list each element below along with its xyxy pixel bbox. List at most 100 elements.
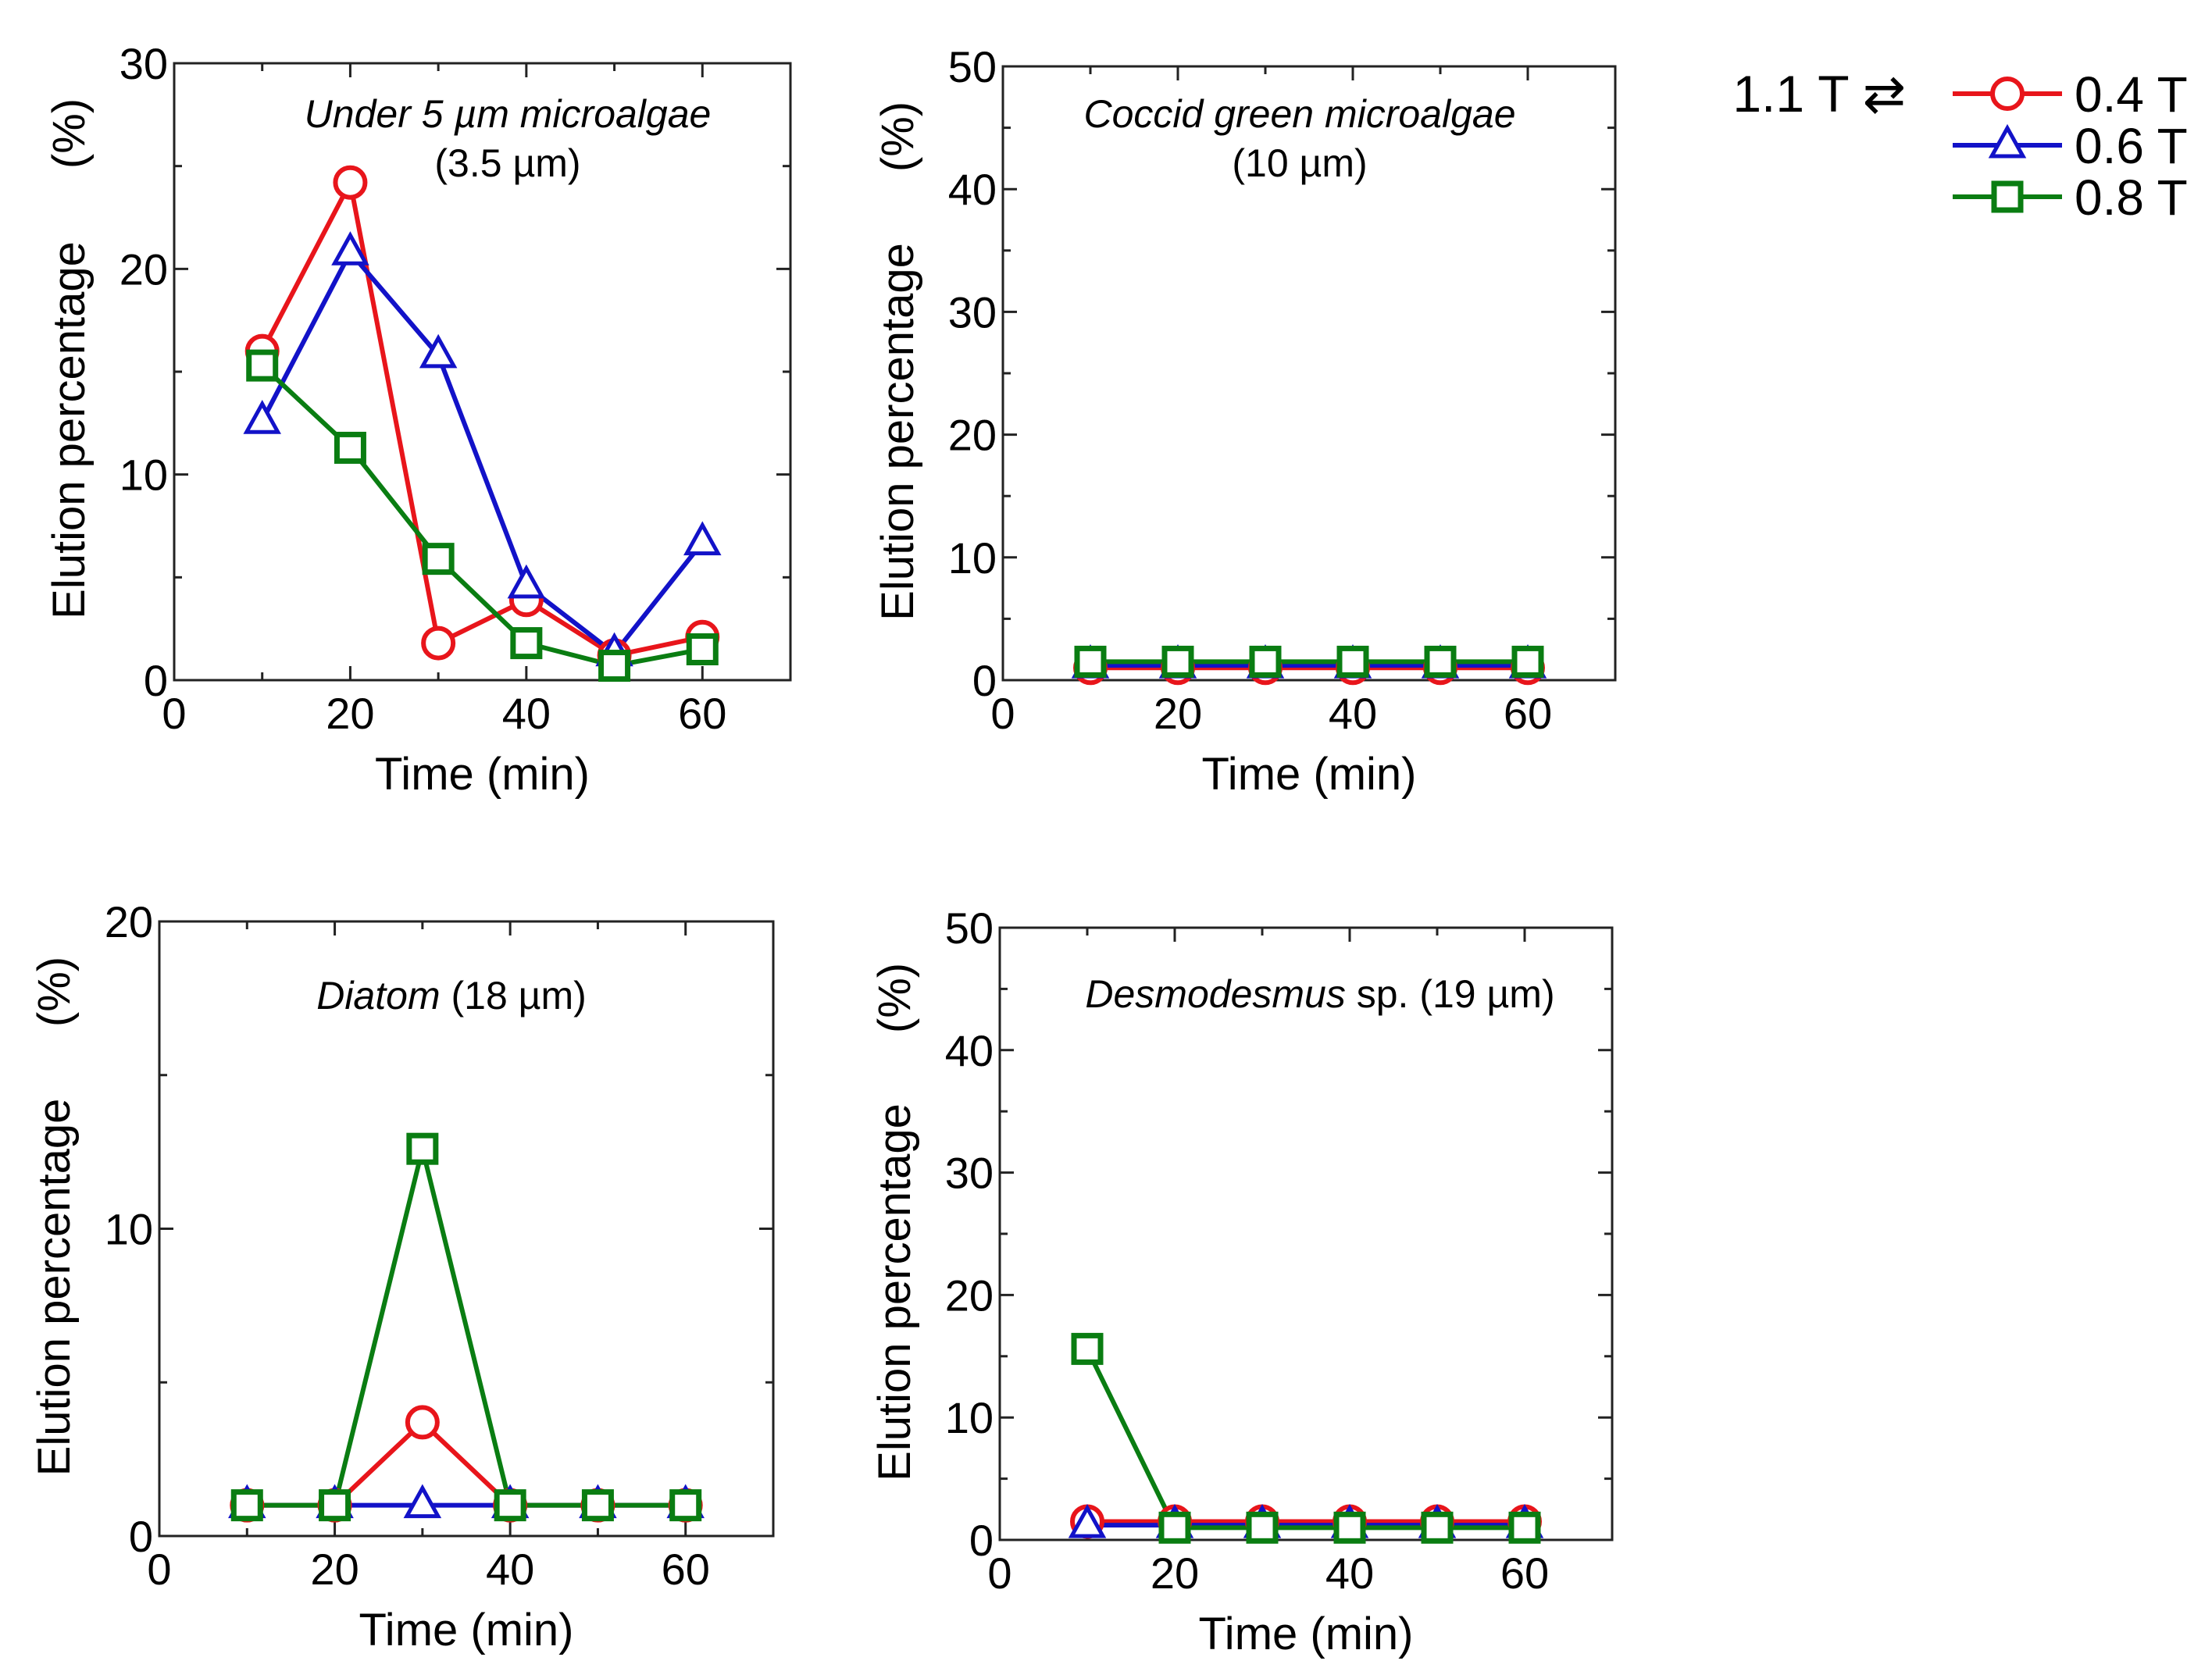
data-point-square <box>1158 1511 1191 1544</box>
data-point-square <box>1336 645 1369 678</box>
y-tick-label: 0 <box>144 656 168 705</box>
data-point-square <box>406 1132 439 1165</box>
data-point-square <box>1424 645 1457 678</box>
data-point-triangle <box>1068 1504 1107 1538</box>
series-line-08T <box>247 1146 686 1508</box>
data-point-square <box>1161 645 1194 678</box>
y-axis-label: Elution percentage <box>44 241 95 619</box>
y-tick-label: 0 <box>969 1516 994 1565</box>
x-tick-label: 40 <box>1325 1548 1374 1598</box>
chart-title: Under 5 µm microalgae <box>305 92 712 136</box>
series-line-06T <box>260 250 705 656</box>
y-tick-label: 30 <box>948 287 997 337</box>
y-tick-label: 10 <box>105 1205 153 1254</box>
x-axis-label: Time (min) <box>359 1605 574 1655</box>
data-point-square <box>686 633 719 665</box>
data-point-triangle <box>243 400 281 434</box>
x-axis-label: Time (min) <box>1202 749 1417 800</box>
y-tick-label: 40 <box>948 165 997 214</box>
x-tick-label: 60 <box>1504 689 1552 738</box>
x-tick-label: 60 <box>678 689 726 738</box>
chart-title-italic: Desmodesmus <box>1085 972 1345 1016</box>
legend-prefix: 1.1 T ⇄ <box>1732 65 1906 123</box>
chart-title: Desmodesmus sp. (19 µm) <box>1085 972 1554 1016</box>
legend: 1.1 T ⇄ 0.4 T0.6 T0.8 T <box>1732 65 2187 226</box>
y-axis-unit: (%) <box>872 102 923 172</box>
data-point-square <box>1508 1511 1541 1544</box>
y-tick-label: 50 <box>948 42 997 91</box>
data-point-triangle <box>507 564 546 599</box>
data-point-square <box>1246 1511 1279 1544</box>
chart-title-rest: (18 µm) <box>441 974 587 1017</box>
legend-marker-triangle <box>1988 123 2027 159</box>
chart-title-rest: sp. (19 µm) <box>1346 972 1555 1016</box>
y-tick-label: 20 <box>105 897 153 946</box>
y-tick-label: 30 <box>120 39 168 88</box>
y-tick-label: 0 <box>972 656 997 705</box>
y-tick-label: 20 <box>120 244 168 294</box>
data-point-square <box>319 1489 351 1522</box>
data-point-square <box>422 543 455 576</box>
y-axis-unit: (%) <box>44 98 95 169</box>
chart-title-italic: Diatom <box>316 974 440 1017</box>
chart-title-italic: Coccid green microalgae <box>1083 92 1515 136</box>
series-line-04T <box>260 180 703 658</box>
chart-title: Diatom (18 µm) <box>316 974 587 1017</box>
x-tick-label: 40 <box>486 1545 534 1594</box>
data-point-square <box>494 1489 526 1522</box>
x-tick-label: 40 <box>502 689 551 738</box>
x-tick-label: 0 <box>987 1548 1011 1598</box>
data-point-circle <box>421 625 456 661</box>
x-tick-label: 40 <box>1329 689 1377 738</box>
x-tick-label: 20 <box>1151 1548 1199 1598</box>
legend-marker-circle <box>1990 77 2025 111</box>
y-tick-label: 10 <box>945 1393 994 1442</box>
x-tick-label: 20 <box>310 1545 359 1594</box>
y-tick-label: 20 <box>945 1271 994 1320</box>
data-point-square <box>246 349 279 382</box>
data-point-square <box>581 1489 614 1522</box>
data-point-triangle <box>683 521 722 556</box>
x-tick-label: 0 <box>162 689 186 738</box>
legend-marker-square <box>1991 180 2024 213</box>
y-axis-label: Elution percentage <box>872 243 923 621</box>
data-point-square <box>510 627 543 660</box>
y-axis-label: Elution percentage <box>29 1099 80 1477</box>
x-tick-label: 60 <box>662 1545 710 1594</box>
y-tick-label: 10 <box>948 533 997 583</box>
data-point-square <box>1511 645 1544 678</box>
y-tick-label: 30 <box>945 1149 994 1198</box>
x-tick-label: 60 <box>1500 1548 1549 1598</box>
x-tick-label: 20 <box>326 689 374 738</box>
y-axis-label: Elution percentage <box>869 1103 920 1481</box>
data-point-circle <box>333 165 368 200</box>
chart-subtitle: (3.5 µm) <box>434 141 580 185</box>
data-point-square <box>1333 1511 1366 1544</box>
data-point-square <box>334 431 366 464</box>
legend-label: 0.4 T <box>2075 66 2188 123</box>
data-point-square <box>669 1489 702 1522</box>
data-point-square <box>1421 1511 1454 1544</box>
y-tick-label: 40 <box>945 1026 994 1075</box>
x-axis-label: Time (min) <box>1199 1609 1414 1659</box>
y-tick-label: 20 <box>948 411 997 460</box>
data-point-square <box>598 650 631 682</box>
data-point-triangle <box>419 333 458 369</box>
chart-subtitle: (10 µm) <box>1232 141 1367 185</box>
y-tick-label: 10 <box>120 451 168 500</box>
y-tick-label: 50 <box>945 903 994 953</box>
data-point-square <box>230 1489 263 1522</box>
chart-title-italic: Under 5 µm microalgae <box>305 92 712 136</box>
x-axis-label: Time (min) <box>375 749 590 800</box>
data-point-triangle <box>331 231 369 266</box>
y-axis-unit: (%) <box>869 963 920 1033</box>
x-tick-label: 0 <box>990 689 1015 738</box>
plot-frame <box>998 926 1614 1541</box>
x-tick-label: 0 <box>147 1545 171 1594</box>
series-line-08T <box>1085 1348 1525 1531</box>
y-axis-unit: (%) <box>29 957 80 1027</box>
chart-title: Coccid green microalgae <box>1083 92 1515 136</box>
data-point-triangle <box>403 1484 442 1519</box>
